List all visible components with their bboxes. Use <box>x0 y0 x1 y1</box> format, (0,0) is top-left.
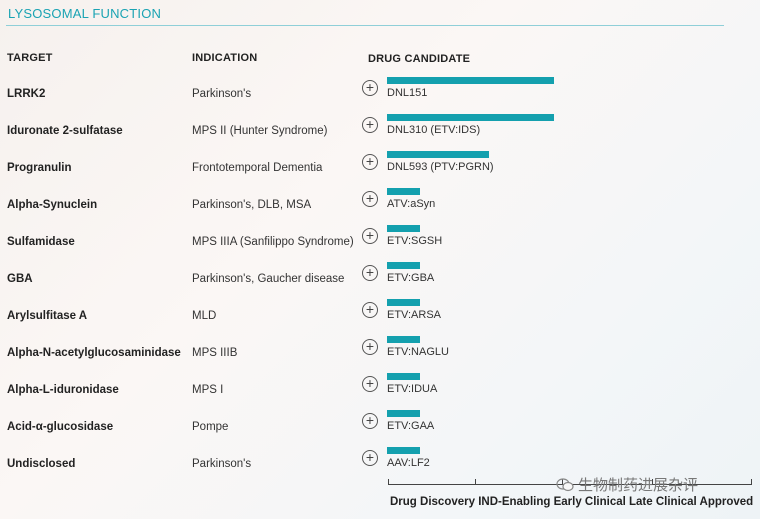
progress-bar <box>387 410 420 417</box>
progress-bar <box>387 151 489 158</box>
plus-circle-icon[interactable]: + <box>362 413 378 429</box>
progress-bar <box>387 114 554 121</box>
plus-circle-icon[interactable]: + <box>362 265 378 281</box>
progress-bar <box>387 373 420 380</box>
plus-circle-icon[interactable]: + <box>362 302 378 318</box>
table-row: Acid-α-glucosidase Pompe + ETV:GAA <box>0 410 760 458</box>
indication-text: Parkinson's, DLB, MSA <box>192 199 312 211</box>
plus-circle-icon[interactable]: + <box>362 228 378 244</box>
table-row: Alpha-L-iduronidase MPS I + ETV:IDUA <box>0 373 760 421</box>
target-name: Alpha-L-iduronidase <box>7 384 119 396</box>
target-name: Iduronate 2-sulfatase <box>7 125 123 137</box>
progress-bar <box>387 447 420 454</box>
plus-circle-icon[interactable]: + <box>362 80 378 96</box>
progress-bar <box>387 262 420 269</box>
drug-candidate-label: ETV:IDUA <box>387 383 438 395</box>
drug-candidate-label: ETV:ARSA <box>387 309 441 321</box>
table-row: Arylsulfitase A MLD + ETV:ARSA <box>0 299 760 347</box>
table-row: Undisclosed Parkinson's + AAV:LF2 <box>0 447 760 495</box>
target-name: Arylsulfitase A <box>7 310 88 322</box>
indication-text: MPS IIIA (Sanfilippo Syndrome) <box>192 236 354 248</box>
watermark-text: 生物制药进展杂评 <box>578 476 699 494</box>
table-row: GBA Parkinson's, Gaucher disease + ETV:GBA <box>0 262 760 310</box>
drug-candidate-label: ETV:NAGLU <box>387 346 449 358</box>
drug-candidate-label: DNL151 <box>387 87 428 99</box>
indication-text: Frontotemporal Dementia <box>192 162 323 174</box>
drug-candidate-label: ATV:aSyn <box>387 198 436 210</box>
indication-text: MLD <box>192 310 217 322</box>
target-name: Alpha-N-acetylglucosaminidase <box>7 347 181 359</box>
wechat-logo-icon <box>556 478 574 492</box>
drug-candidate-label: DNL310 (ETV:IDS) <box>387 124 481 136</box>
progress-bar <box>387 299 420 306</box>
indication-text: Parkinson's <box>192 88 252 100</box>
indication-text: Parkinson's <box>192 458 252 470</box>
indication-text: MPS II (Hunter Syndrome) <box>192 125 328 137</box>
table-row: Alpha-N-acetylglucosaminidase MPS IIIB + ET… <box>0 336 760 384</box>
target-name: Undisclosed <box>7 458 76 470</box>
table-row: LRRK2 Parkinson's + DNL151 <box>0 77 760 125</box>
table-row: Progranulin Frontotemporal Dementia + DNL59… <box>0 151 760 199</box>
stage-tick <box>475 479 476 485</box>
progress-bar <box>387 188 420 195</box>
plus-circle-icon[interactable]: + <box>362 376 378 392</box>
target-name: LRRK2 <box>7 88 46 100</box>
drug-candidate-label: ETV:GAA <box>387 420 435 432</box>
drug-candidate-label: DNL593 (PTV:PGRN) <box>387 161 494 173</box>
drug-candidate-label: ETV:SGSH <box>387 235 443 247</box>
plus-circle-icon[interactable]: + <box>362 191 378 207</box>
section-title: LYSOSOMAL FUNCTION <box>8 6 162 21</box>
header-target: TARGET <box>7 52 53 64</box>
table-row: Iduronate 2-sulfatase MPS II (Hunter Synd… <box>0 114 760 162</box>
indication-text: MPS IIIB <box>192 347 238 359</box>
stage-tick <box>652 479 653 485</box>
table-row: Sulfamidase MPS IIIA (Sanfilippo Syndrome… <box>0 225 760 273</box>
title-divider <box>6 25 724 26</box>
stage-tick <box>562 479 563 485</box>
target-name: Alpha-Synuclein <box>7 199 98 211</box>
stage-tick <box>388 479 389 485</box>
progress-bar <box>387 225 420 232</box>
plus-circle-icon[interactable]: + <box>362 450 378 466</box>
stage-labels: Drug Discovery IND-Enabling Early Clinic… <box>390 496 754 508</box>
header-indication: INDICATION <box>192 52 258 64</box>
header-drug-candidate: DRUG CANDIDATE <box>368 53 471 65</box>
plus-circle-icon[interactable]: + <box>362 117 378 133</box>
indication-text: Pompe <box>192 421 229 433</box>
progress-bar <box>387 336 420 343</box>
plus-circle-icon[interactable]: + <box>362 339 378 355</box>
plus-circle-icon[interactable]: + <box>362 154 378 170</box>
target-name: Sulfamidase <box>7 236 75 248</box>
indication-text: MPS I <box>192 384 224 396</box>
target-name: GBA <box>7 273 33 285</box>
drug-candidate-label: ETV:GBA <box>387 272 435 284</box>
target-name: Acid-α-glucosidase <box>7 421 114 433</box>
watermark: 生物制药进展杂评 <box>556 474 698 495</box>
table-row: Alpha-Synuclein Parkinson's, DLB, MSA + ATV… <box>0 188 760 236</box>
target-name: Progranulin <box>7 162 72 174</box>
stage-tick <box>751 479 752 485</box>
drug-candidate-label: AAV:LF2 <box>387 457 430 469</box>
progress-bar <box>387 77 554 84</box>
indication-text: Parkinson's, Gaucher disease <box>192 273 345 285</box>
